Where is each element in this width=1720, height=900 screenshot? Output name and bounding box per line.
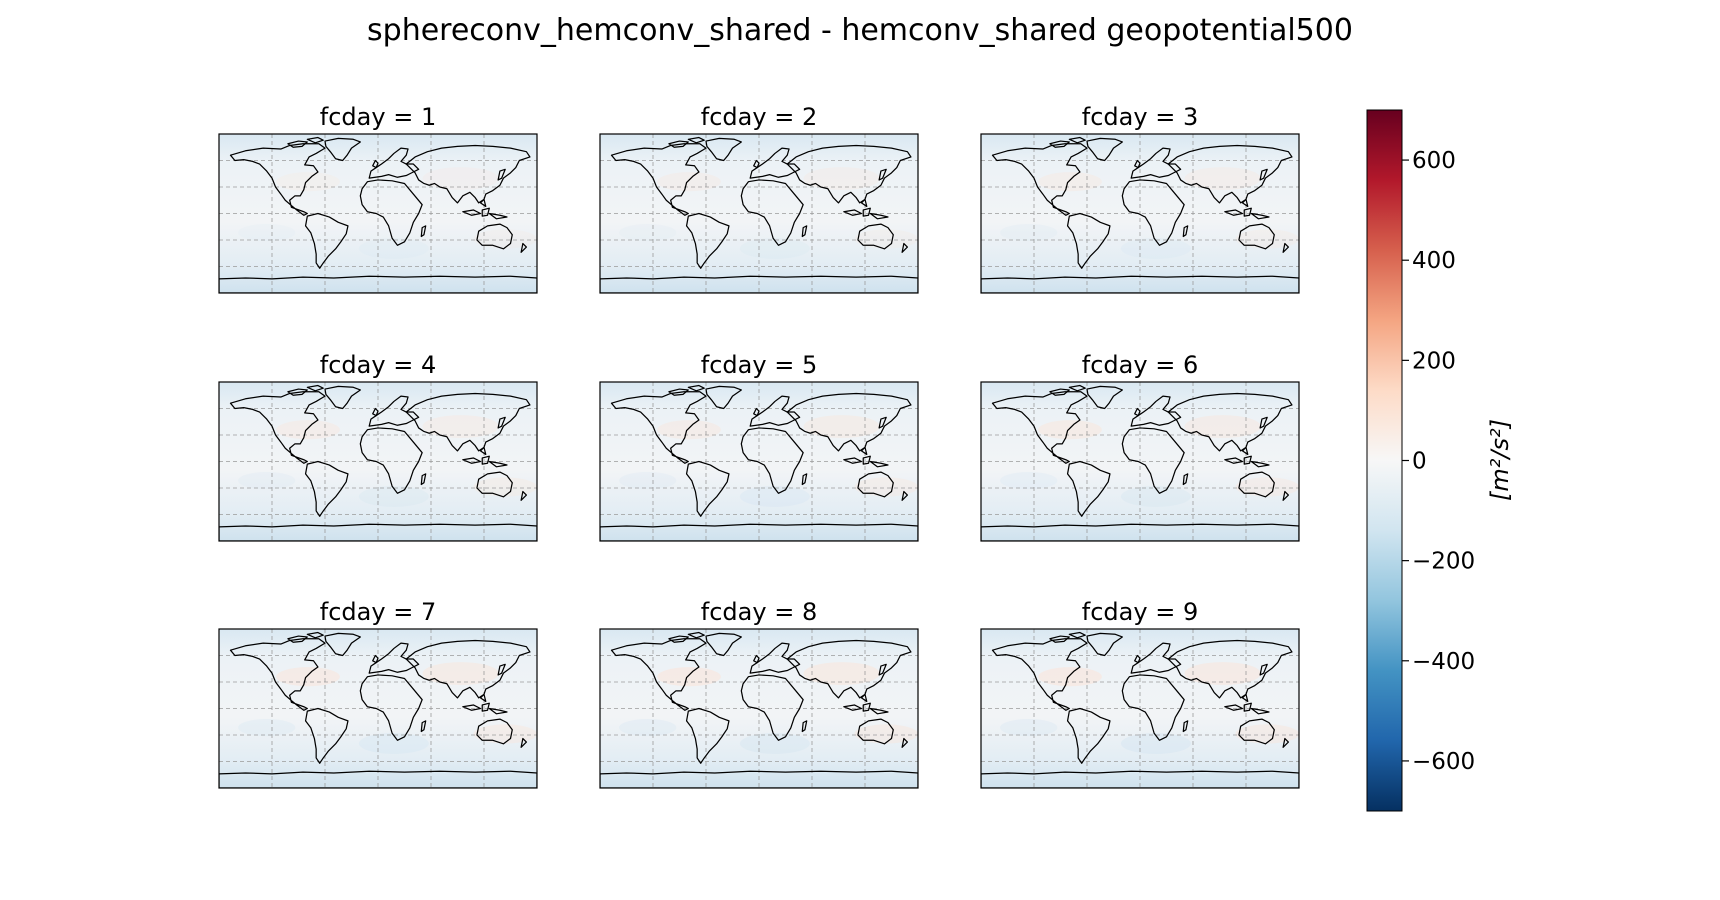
map-panel: fcday = 7: [218, 598, 538, 789]
colorbar-tick-label: 200: [1412, 348, 1456, 374]
map-frame: [599, 628, 919, 789]
figure-title: sphereconv_hemconv_shared - hemconv_shar…: [367, 13, 1353, 48]
colorbar-gradient: [1366, 109, 1403, 812]
field-anomaly: [854, 477, 918, 497]
map-frame: [980, 628, 1300, 789]
field-anomaly: [473, 724, 537, 744]
field-anomaly: [657, 172, 721, 192]
field-anomaly: [1235, 477, 1299, 497]
panel-title: fcday = 2: [701, 103, 817, 131]
gridlines: [981, 134, 1299, 293]
field-anomaly: [1120, 237, 1191, 259]
colorbar-tick-label: −400: [1412, 649, 1475, 675]
field-anomaly: [358, 237, 429, 259]
colorbar-tick-label: 0: [1412, 449, 1427, 475]
colorbar-label: [m²/s²]: [1486, 419, 1514, 501]
map-frame: [218, 381, 538, 542]
field-anomaly: [739, 237, 810, 259]
field-anomaly: [473, 229, 537, 249]
field-anomaly: [1038, 172, 1102, 192]
map-frame: [599, 381, 919, 542]
field-anomaly: [1120, 485, 1191, 507]
colorbar-ticks: −600 −400 −200 0 200 400 600: [1402, 148, 1475, 775]
field-anomaly: [739, 732, 810, 754]
field-anomaly: [1184, 662, 1261, 685]
colorbar: −600 −400 −200 0 200 400 600 [m²/s²]: [1366, 109, 1514, 812]
gridlines: [219, 382, 537, 541]
map-panels: fcday = 1 fcday = 2 fcday = 3 fcday = 4 fcda…: [218, 103, 1300, 789]
field-anomaly: [803, 415, 880, 438]
field-anomaly: [238, 718, 296, 737]
field-anomaly: [657, 667, 721, 687]
gridlines: [981, 629, 1299, 788]
colorbar-tick-label: 400: [1412, 248, 1456, 274]
panel-title: fcday = 7: [320, 598, 436, 626]
gridlines: [600, 134, 918, 293]
panel-title: fcday = 3: [1082, 103, 1198, 131]
gridlines: [600, 382, 918, 541]
field-anomaly: [1000, 718, 1058, 737]
field-anomaly: [358, 732, 429, 754]
field-anomaly: [473, 477, 537, 497]
map-panel: fcday = 2: [599, 103, 919, 294]
field-anomaly: [1038, 667, 1102, 687]
map-frame: [218, 628, 538, 789]
panel-title: fcday = 5: [701, 351, 817, 379]
gridlines: [981, 382, 1299, 541]
field-anomaly: [739, 485, 810, 507]
field-anomaly: [1235, 229, 1299, 249]
field-anomaly: [854, 724, 918, 744]
field-anomaly: [238, 223, 296, 242]
map-panel: fcday = 6: [980, 351, 1300, 542]
colorbar-tick-label: −200: [1412, 549, 1475, 575]
field-anomaly: [358, 485, 429, 507]
field-anomaly: [276, 667, 340, 687]
field-anomaly: [422, 167, 499, 190]
field-anomaly: [803, 662, 880, 685]
gridlines: [600, 629, 918, 788]
field-anomaly: [1000, 223, 1058, 242]
field-anomaly: [657, 420, 721, 440]
panel-title: fcday = 1: [320, 103, 436, 131]
gridlines: [219, 134, 537, 293]
field-anomaly: [238, 471, 296, 490]
map-frame: [980, 133, 1300, 294]
panel-title: fcday = 6: [1082, 351, 1198, 379]
map-panel: fcday = 3: [980, 103, 1300, 294]
field-anomaly: [1184, 167, 1261, 190]
panel-title: fcday = 9: [1082, 598, 1198, 626]
field-anomaly: [1038, 420, 1102, 440]
panel-title: fcday = 8: [701, 598, 817, 626]
map-frame: [599, 133, 919, 294]
field-anomaly: [803, 167, 880, 190]
map-panel: fcday = 9: [980, 598, 1300, 789]
colorbar-tick-label: 600: [1412, 148, 1456, 174]
field-anomaly: [1120, 732, 1191, 754]
field-anomaly: [422, 415, 499, 438]
map-panel: fcday = 1: [218, 103, 538, 294]
field-anomaly: [619, 223, 677, 242]
map-frame: [980, 381, 1300, 542]
gridlines: [219, 629, 537, 788]
field-anomaly: [1184, 415, 1261, 438]
field-anomaly: [276, 420, 340, 440]
map-panel: fcday = 5: [599, 351, 919, 542]
field-anomaly: [854, 229, 918, 249]
field-anomaly: [1000, 471, 1058, 490]
field-anomaly: [1235, 724, 1299, 744]
panel-title: fcday = 4: [320, 351, 436, 379]
map-panel: fcday = 8: [599, 598, 919, 789]
field-anomaly: [422, 662, 499, 685]
map-frame: [218, 133, 538, 294]
map-panel: fcday = 4: [218, 351, 538, 542]
field-anomaly: [619, 718, 677, 737]
field-anomaly: [619, 471, 677, 490]
colorbar-tick-label: −600: [1412, 749, 1475, 775]
field-anomaly: [276, 172, 340, 192]
